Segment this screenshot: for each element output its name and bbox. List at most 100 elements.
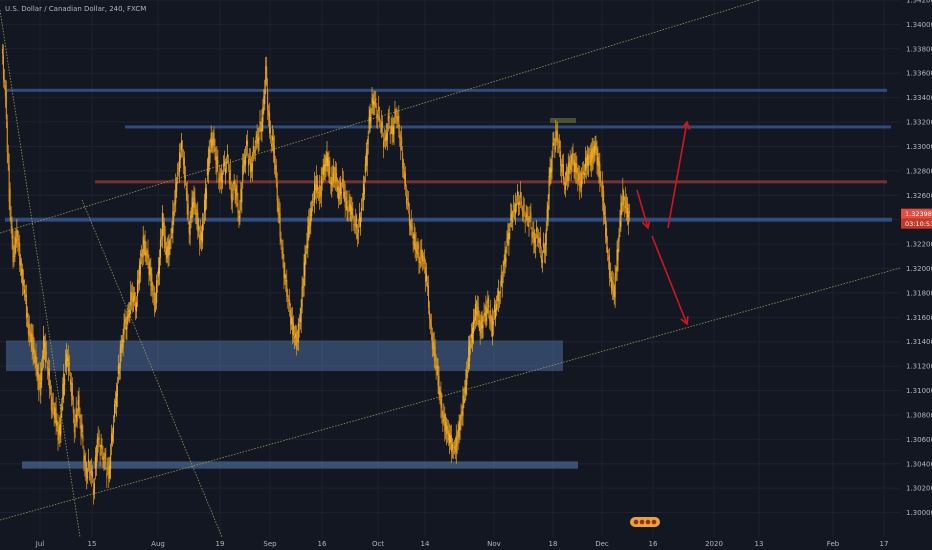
candle-body bbox=[17, 237, 19, 241]
candle-body bbox=[279, 213, 281, 238]
candle-body bbox=[615, 273, 617, 276]
candle-body bbox=[355, 215, 357, 227]
candle-body bbox=[191, 197, 193, 218]
candle-body bbox=[304, 254, 306, 276]
candle-body bbox=[167, 246, 169, 258]
candle-body bbox=[65, 359, 67, 365]
candle-body bbox=[405, 173, 407, 187]
candle-body bbox=[201, 233, 203, 241]
candle-body bbox=[598, 160, 600, 178]
candle-body bbox=[323, 164, 325, 175]
candle-body bbox=[220, 175, 222, 181]
candle-body bbox=[157, 281, 159, 283]
candle-body bbox=[161, 212, 163, 238]
candle-body bbox=[463, 398, 465, 404]
candle-body bbox=[283, 261, 285, 279]
candle-body bbox=[202, 223, 204, 243]
candle-body bbox=[587, 155, 589, 166]
candle-body bbox=[546, 209, 548, 223]
candle-body bbox=[580, 180, 582, 187]
x-tick-label: 16 bbox=[318, 540, 327, 548]
candle-body bbox=[122, 339, 124, 349]
candle-body bbox=[377, 115, 379, 120]
candle-body bbox=[561, 163, 563, 173]
last-price-label bbox=[901, 208, 932, 219]
candle-body bbox=[61, 407, 63, 411]
candle-body bbox=[176, 182, 178, 192]
candle-body bbox=[20, 261, 22, 266]
candle-body bbox=[274, 165, 276, 170]
y-tick-label: 1.33800 bbox=[906, 45, 932, 53]
candle-body bbox=[625, 197, 627, 208]
candle-body bbox=[170, 236, 172, 240]
candle-body bbox=[293, 322, 295, 336]
forecast-arrows bbox=[636, 120, 691, 326]
time-axis[interactable]: Jul 15 Aug 19 Sep 16 Oct 14 Nov 18 Dec 16 2020 13 Feb 1… bbox=[35, 540, 889, 548]
candle-body bbox=[501, 276, 503, 288]
candle-body bbox=[169, 247, 171, 249]
candle-body bbox=[562, 164, 564, 167]
candle-body bbox=[602, 181, 604, 201]
candle-body bbox=[186, 190, 188, 215]
candle-body bbox=[238, 215, 240, 222]
candle-body bbox=[39, 382, 41, 384]
candle-body bbox=[623, 195, 625, 201]
candle-body bbox=[499, 291, 501, 295]
candle-body bbox=[429, 318, 431, 325]
candle-body bbox=[538, 237, 540, 243]
candle-body bbox=[498, 300, 500, 302]
countdown-label bbox=[901, 218, 932, 229]
candle-body bbox=[26, 313, 28, 317]
candle-body bbox=[530, 213, 532, 219]
candle-body bbox=[387, 115, 389, 122]
candle-body bbox=[629, 211, 631, 214]
price-labels: 1.32398 03:10:53 bbox=[630, 208, 932, 527]
arrow-down-target bbox=[651, 235, 688, 325]
arrow-up-target bbox=[667, 121, 688, 229]
candle-body bbox=[255, 136, 257, 143]
candle-body bbox=[393, 127, 395, 135]
candle-body bbox=[446, 426, 448, 435]
candle-body bbox=[189, 221, 191, 236]
candle-body bbox=[162, 222, 164, 227]
candle-body bbox=[277, 201, 279, 215]
candle-body bbox=[555, 130, 557, 142]
last-price-text: 1.32398 bbox=[905, 210, 932, 218]
candle-body bbox=[443, 414, 445, 421]
candle-body bbox=[460, 413, 462, 420]
candle-body bbox=[622, 188, 624, 206]
candle-body bbox=[100, 444, 102, 447]
price-axis[interactable]: 1.34200 1.34000 1.33800 1.33600 1.33400 1.332… bbox=[906, 0, 932, 517]
candle-body bbox=[539, 238, 541, 243]
candle-body bbox=[474, 303, 476, 321]
candle-body bbox=[68, 362, 70, 365]
candle-body bbox=[562, 163, 564, 180]
candle-body bbox=[35, 353, 37, 367]
candle-body bbox=[270, 143, 272, 147]
candle-body bbox=[436, 366, 438, 369]
candle-body bbox=[471, 333, 473, 338]
candle-body bbox=[515, 203, 517, 215]
candle-body bbox=[58, 425, 60, 435]
candle-body bbox=[117, 365, 119, 375]
event-badge bbox=[630, 517, 660, 527]
event-dot bbox=[633, 519, 639, 525]
candle-body bbox=[82, 435, 84, 442]
candle-body bbox=[591, 148, 593, 163]
candle-body bbox=[484, 312, 486, 316]
y-tick-label: 1.32000 bbox=[906, 265, 932, 273]
candle-body bbox=[365, 153, 367, 166]
candle-body bbox=[237, 203, 239, 214]
candle-body bbox=[34, 355, 36, 364]
candle-body bbox=[133, 296, 135, 303]
candle-body bbox=[31, 333, 33, 349]
candle-body bbox=[433, 342, 435, 358]
candle-body bbox=[87, 476, 89, 478]
candle-body bbox=[236, 185, 238, 196]
candle-body bbox=[132, 293, 134, 302]
candle-body bbox=[206, 168, 208, 176]
candle-body bbox=[302, 285, 304, 289]
highlight-box bbox=[550, 118, 576, 123]
